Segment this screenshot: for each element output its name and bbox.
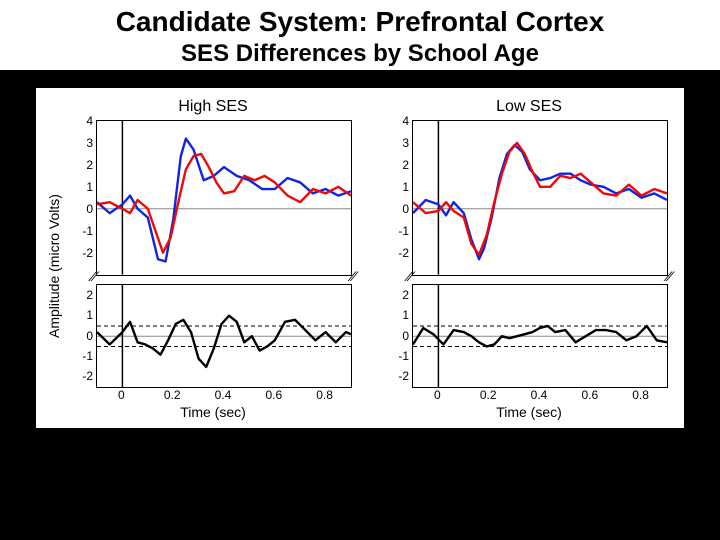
x-tick: 0.6 <box>265 388 282 402</box>
x-tick: 0.2 <box>480 388 497 402</box>
y-tick: 0 <box>402 329 413 343</box>
title-main: Candidate System: Prefrontal Cortex <box>12 6 708 38</box>
series-red <box>97 154 351 253</box>
panel-title: High SES <box>66 98 360 120</box>
series-red <box>413 143 667 255</box>
subplot-bottom: -2-1012 <box>96 284 352 388</box>
y-tick: 1 <box>402 308 413 322</box>
y-tick: -1 <box>82 349 97 363</box>
y-tick: 2 <box>402 158 413 172</box>
axis-break-icon: ⁄⁄ <box>408 268 413 284</box>
axis-break-icon: ⁄⁄ <box>92 268 97 284</box>
series-blue <box>97 139 351 262</box>
y-tick: -2 <box>398 369 413 383</box>
y-tick: 1 <box>86 180 97 194</box>
y-tick: 4 <box>86 114 97 128</box>
y-tick: 0 <box>86 329 97 343</box>
y-tick: -2 <box>82 246 97 260</box>
y-tick: 4 <box>402 114 413 128</box>
axis-break-icon: ⁄⁄ <box>351 268 356 284</box>
x-tick: 0.4 <box>531 388 548 402</box>
y-tick: 3 <box>402 136 413 150</box>
x-tick: 0.8 <box>632 388 649 402</box>
y-tick: 2 <box>402 288 413 302</box>
y-tick: 1 <box>402 180 413 194</box>
x-tick: 0.8 <box>316 388 333 402</box>
slide: Candidate System: Prefrontal Cortex SES … <box>0 0 720 540</box>
title-sub: SES Differences by School Age <box>12 40 708 68</box>
series-blue <box>413 145 667 259</box>
y-tick: 0 <box>86 202 97 216</box>
x-tick: 0.6 <box>581 388 598 402</box>
y-tick: 2 <box>86 288 97 302</box>
y-tick: 1 <box>86 308 97 322</box>
subplot-top: -2-101234 <box>412 120 668 276</box>
series-diff <box>97 315 351 366</box>
x-tick: 0.2 <box>164 388 181 402</box>
y-tick: -1 <box>398 224 413 238</box>
y-tick: -1 <box>82 224 97 238</box>
x-tick: 0 <box>118 388 125 402</box>
y-tick: 2 <box>86 158 97 172</box>
chart-container: Amplitude (micro Volts)High SES-2-101234… <box>36 88 684 428</box>
y-axis-label: Amplitude (micro Volts) <box>46 198 62 338</box>
subplot-bottom: -2-1012 <box>412 284 668 388</box>
panel-1: Low SES-2-101234⁄⁄⁄⁄-2-101200.20.40.60.8… <box>360 98 676 422</box>
y-tick: 0 <box>402 202 413 216</box>
y-tick: -1 <box>398 349 413 363</box>
axis-break-icon: ⁄⁄ <box>667 268 672 284</box>
x-tick: 0.4 <box>215 388 232 402</box>
x-tick: 0 <box>434 388 441 402</box>
x-axis-label: Time (sec) <box>66 404 360 422</box>
subplot-top: -2-101234 <box>96 120 352 276</box>
panel-title: Low SES <box>382 98 676 120</box>
title-block: Candidate System: Prefrontal Cortex SES … <box>0 0 720 70</box>
y-tick: -2 <box>82 369 97 383</box>
y-tick: -2 <box>398 246 413 260</box>
panel-0: Amplitude (micro Volts)High SES-2-101234… <box>44 98 360 422</box>
y-tick: 3 <box>86 136 97 150</box>
x-axis-label: Time (sec) <box>382 404 676 422</box>
